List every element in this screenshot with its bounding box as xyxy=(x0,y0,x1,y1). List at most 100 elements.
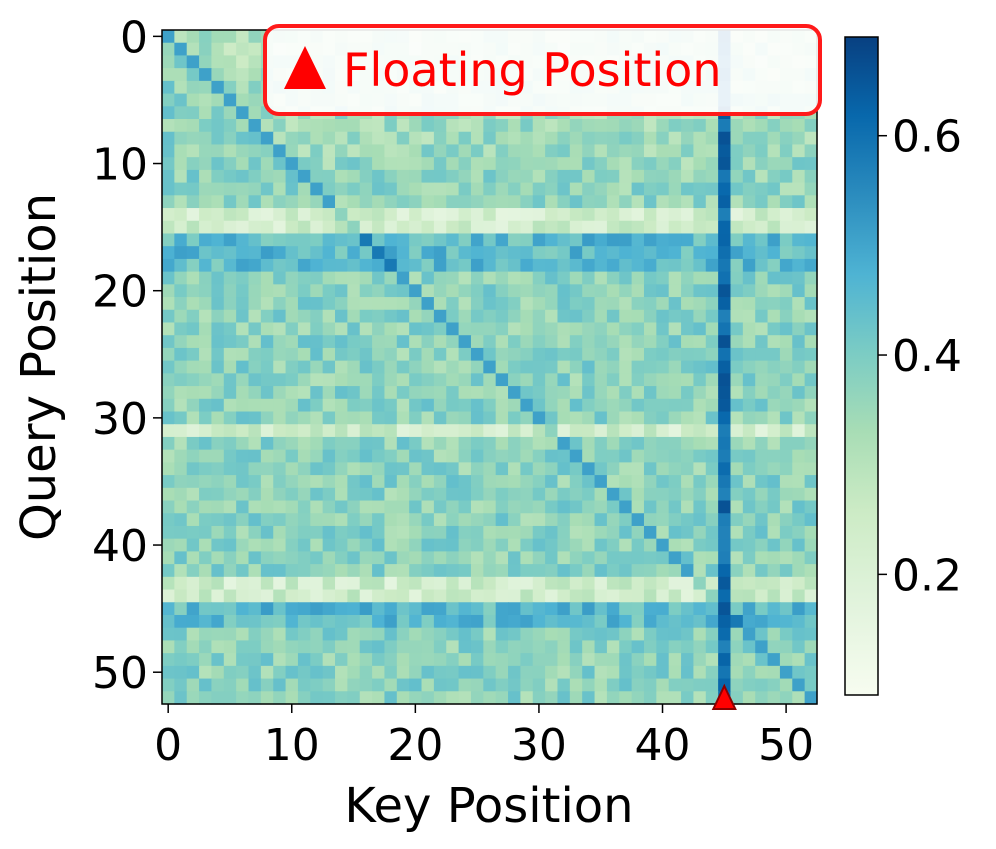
heatmap-cell xyxy=(211,182,225,196)
heatmap-cell xyxy=(792,386,806,400)
heatmap-cell xyxy=(582,640,596,654)
heatmap-cell xyxy=(310,500,324,514)
heatmap-cell xyxy=(742,131,756,146)
heatmap-cell xyxy=(755,614,769,629)
heatmap-cell xyxy=(792,398,806,413)
heatmap-cell xyxy=(569,271,583,285)
heatmap-cell xyxy=(779,411,793,425)
heatmap-cell xyxy=(520,640,534,654)
heatmap-cell xyxy=(297,475,311,489)
heatmap-cell xyxy=(718,297,732,311)
heatmap-cell xyxy=(186,131,200,146)
heatmap-cell xyxy=(483,500,497,514)
heatmap-cell xyxy=(199,653,213,667)
heatmap-cell xyxy=(755,640,769,654)
heatmap-cell xyxy=(631,487,645,502)
heatmap-cell xyxy=(792,653,806,667)
heatmap-cell xyxy=(495,564,509,578)
heatmap-cell xyxy=(335,373,348,387)
heatmap-cell xyxy=(236,500,250,514)
heatmap-cell xyxy=(384,589,398,603)
heatmap-cell xyxy=(767,614,781,629)
heatmap-cell xyxy=(520,398,534,413)
heatmap-cell xyxy=(211,233,225,247)
heatmap-cell xyxy=(248,208,262,222)
heatmap-cell xyxy=(619,627,633,642)
heatmap-cell xyxy=(755,627,769,642)
heatmap-cell xyxy=(520,487,534,502)
heatmap-cell xyxy=(335,576,348,591)
heatmap-cell xyxy=(458,373,472,387)
heatmap-cell xyxy=(174,614,188,629)
heatmap-cell xyxy=(285,169,299,184)
heatmap-cell xyxy=(384,297,398,311)
heatmap-cell xyxy=(606,665,620,680)
heatmap-cell xyxy=(297,271,311,285)
heatmap-cell xyxy=(742,220,756,235)
heatmap-cell xyxy=(199,602,213,616)
heatmap-cell xyxy=(668,525,682,540)
colorbar-ticks: 0.20.40.6 xyxy=(878,112,962,601)
heatmap-cell xyxy=(273,297,287,311)
heatmap-cell xyxy=(396,678,410,692)
heatmap-cell xyxy=(656,665,670,680)
heatmap-cell xyxy=(199,627,213,642)
heatmap-cell xyxy=(186,42,200,57)
heatmap-cell xyxy=(631,424,645,438)
heatmap-cell xyxy=(421,398,435,413)
heatmap-cell xyxy=(582,691,596,705)
heatmap-cell xyxy=(236,55,250,69)
heatmap-cell xyxy=(804,500,818,514)
heatmap-cell xyxy=(223,564,237,578)
heatmap-cell xyxy=(223,551,237,565)
heatmap-cell xyxy=(162,119,175,133)
heatmap-cell xyxy=(396,271,410,285)
heatmap-cell xyxy=(409,487,423,502)
heatmap-cell xyxy=(162,246,175,260)
heatmap-cell xyxy=(508,398,521,413)
heatmap-cell xyxy=(199,106,213,120)
heatmap-cell xyxy=(730,398,744,413)
heatmap-cell xyxy=(236,195,250,209)
heatmap-cell xyxy=(396,627,410,642)
heatmap-cell xyxy=(804,284,818,298)
heatmap-cell xyxy=(606,513,620,527)
heatmap-cell xyxy=(718,576,732,591)
heatmap-cell xyxy=(668,373,682,387)
heatmap-cell xyxy=(569,233,583,247)
heatmap-cell xyxy=(755,513,769,527)
heatmap-cell xyxy=(705,119,719,133)
heatmap-cell xyxy=(409,347,423,362)
heatmap-cell xyxy=(223,678,237,692)
heatmap-cell xyxy=(260,513,274,527)
heatmap-cell xyxy=(236,614,250,629)
heatmap-cell xyxy=(186,500,200,514)
heatmap-cell xyxy=(359,538,373,552)
heatmap-cell xyxy=(186,576,200,591)
heatmap-cell xyxy=(470,576,484,591)
heatmap-cell xyxy=(483,347,497,362)
heatmap-cell xyxy=(668,246,682,260)
heatmap-cell xyxy=(705,195,719,209)
heatmap-cell xyxy=(236,691,250,705)
heatmap-cell xyxy=(619,564,633,578)
heatmap-cell xyxy=(236,30,250,44)
heatmap-cell xyxy=(693,449,707,463)
heatmap-cell xyxy=(260,525,274,540)
heatmap-cell xyxy=(619,538,633,552)
heatmap-cell xyxy=(730,208,744,222)
heatmap-cell xyxy=(619,614,633,629)
heatmap-cell xyxy=(668,640,682,654)
heatmap-cell xyxy=(384,538,398,552)
heatmap-cell xyxy=(409,233,423,247)
heatmap-cell xyxy=(273,347,287,362)
heatmap-cell xyxy=(384,436,398,451)
heatmap-cell xyxy=(594,208,608,222)
heatmap-cell xyxy=(260,424,274,438)
heatmap-cell xyxy=(310,398,324,413)
heatmap-cell xyxy=(545,246,559,260)
heatmap-cell xyxy=(297,386,311,400)
heatmap-cell xyxy=(396,119,410,133)
heatmap-cell xyxy=(569,678,583,692)
heatmap-cell xyxy=(347,309,361,324)
